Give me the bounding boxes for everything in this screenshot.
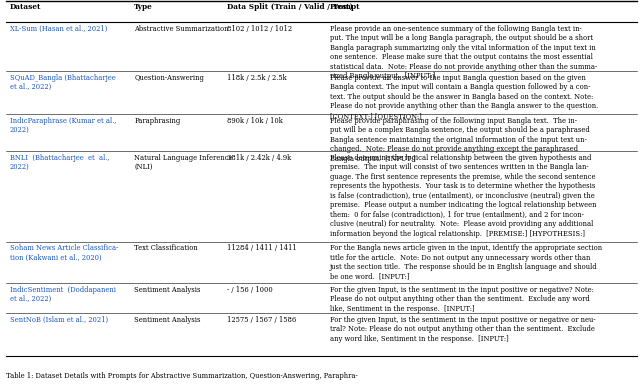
Text: For the given Input, is the sentiment in the input positive or negative or neu-
: For the given Input, is the sentiment in… xyxy=(330,316,595,343)
Text: Question-Answering: Question-Answering xyxy=(134,74,204,82)
Text: For the given Input, is the sentiment in the input positive or negative? Note:
P: For the given Input, is the sentiment in… xyxy=(330,286,593,313)
Text: Dataset: Dataset xyxy=(10,3,41,11)
Text: Text Classification: Text Classification xyxy=(134,244,198,252)
Text: Soham News Article Classifica-
tion (Kakwani et al., 2020): Soham News Article Classifica- tion (Kak… xyxy=(10,244,118,262)
Text: - / 156 / 1000: - / 156 / 1000 xyxy=(227,286,273,294)
Text: IndicSentiment  (Doddapaneni
et al., 2022): IndicSentiment (Doddapaneni et al., 2022… xyxy=(10,286,116,303)
Text: Please provide an answer to the input Bangla question based on the given
Bangla : Please provide an answer to the input Ba… xyxy=(330,74,598,120)
Text: Table 1: Dataset Details with Prompts for Abstractive Summarization, Question-An: Table 1: Dataset Details with Prompts fo… xyxy=(6,372,358,380)
Text: XL-Sum (Hasan et al., 2021): XL-Sum (Hasan et al., 2021) xyxy=(10,25,107,33)
Text: Please provide an one-sentence summary of the following Bangla text in-
put. The: Please provide an one-sentence summary o… xyxy=(330,25,597,81)
Text: Paraphrasing: Paraphrasing xyxy=(134,117,180,125)
Text: 11284 / 1411 / 1411: 11284 / 1411 / 1411 xyxy=(227,244,297,252)
Text: Sentiment Analysis: Sentiment Analysis xyxy=(134,286,201,294)
Text: Type: Type xyxy=(134,3,153,11)
Text: SentNoB (Islam et al., 2021): SentNoB (Islam et al., 2021) xyxy=(10,316,108,324)
Text: 381k / 2.42k / 4.9k: 381k / 2.42k / 4.9k xyxy=(227,154,291,162)
Text: Natural Language Inference
(NLI): Natural Language Inference (NLI) xyxy=(134,154,233,171)
Text: BNLI  (Bhattacharjee  et  al.,
2022): BNLI (Bhattacharjee et al., 2022) xyxy=(10,154,109,171)
Text: 8102 / 1012 / 1012: 8102 / 1012 / 1012 xyxy=(227,25,292,33)
Text: Data Split (Train / Valid / Test): Data Split (Train / Valid / Test) xyxy=(227,3,353,11)
Text: 890k / 10k / 10k: 890k / 10k / 10k xyxy=(227,117,283,125)
Text: 12575 / 1567 / 1586: 12575 / 1567 / 1586 xyxy=(227,316,296,324)
Text: IndicParaphrase (Kumar et al.,
2022): IndicParaphrase (Kumar et al., 2022) xyxy=(10,117,116,134)
Text: For the Bangla news article given in the input, identify the appropriate section: For the Bangla news article given in the… xyxy=(330,244,602,281)
Text: SQuAD_Bangla (Bhattacharjee
et al., 2022): SQuAD_Bangla (Bhattacharjee et al., 2022… xyxy=(10,74,115,91)
Text: Abstractive Summarization: Abstractive Summarization xyxy=(134,25,229,33)
Text: Please provide paraphrasing of the following input Bangla text.  The in-
put wil: Please provide paraphrasing of the follo… xyxy=(330,117,589,163)
Text: 118k / 2.5k / 2.5k: 118k / 2.5k / 2.5k xyxy=(227,74,287,82)
Text: Please determine the logical relationship between the given hypothesis and
premi: Please determine the logical relationshi… xyxy=(330,154,596,238)
Text: Prompt: Prompt xyxy=(330,3,360,11)
Text: Sentiment Analysis: Sentiment Analysis xyxy=(134,316,201,324)
